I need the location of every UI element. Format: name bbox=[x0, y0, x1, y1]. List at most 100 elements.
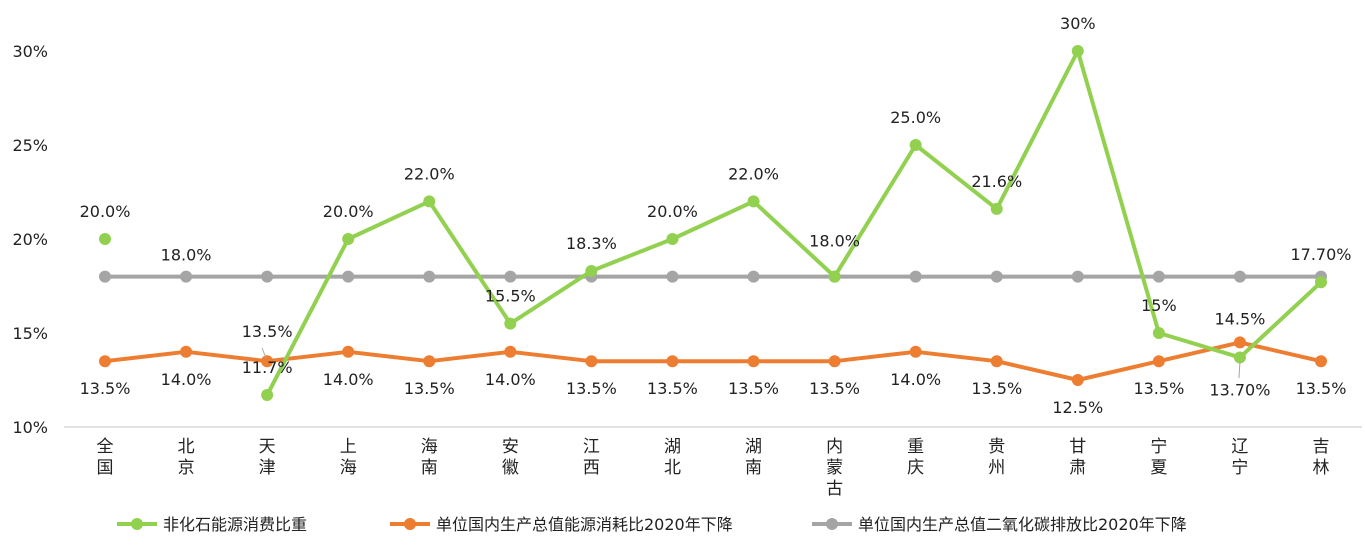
data-point bbox=[423, 270, 436, 283]
data-point bbox=[990, 202, 1003, 215]
series-line bbox=[265, 49, 1323, 396]
x-tick-label: 吉林 bbox=[1313, 437, 1330, 478]
data-label: 15.5% bbox=[485, 287, 536, 306]
x-axis: 全国 北京 天津 上海 海南 安徽 江西 湖北 湖南 内蒙古 重庆 贵州 甘肃 宁夏 辽宁 吉林 bbox=[97, 437, 1330, 499]
y-tick-label: 15% bbox=[12, 324, 48, 343]
data-point bbox=[99, 270, 111, 283]
data-label: 13.70% bbox=[1209, 380, 1270, 399]
legend-marker bbox=[404, 518, 416, 530]
data-label: 30% bbox=[1060, 14, 1096, 33]
legend-label: 单位国内生产总值能源消耗比2020年下降 bbox=[436, 515, 733, 534]
legend-label: 单位国内生产总值二氧化碳排放比2020年下降 bbox=[858, 515, 1187, 534]
data-point bbox=[261, 270, 274, 283]
x-tick-label: 贵州 bbox=[988, 437, 1005, 478]
data-point bbox=[828, 270, 841, 283]
data-label: 21.6% bbox=[971, 172, 1022, 191]
data-point bbox=[99, 233, 111, 245]
data-label: 18.0% bbox=[161, 246, 212, 265]
data-point bbox=[666, 355, 679, 368]
data-point bbox=[1233, 336, 1246, 349]
data-point bbox=[747, 270, 760, 283]
x-tick-label: 湖南 bbox=[745, 437, 762, 478]
data-label: 20.0% bbox=[323, 202, 374, 221]
data-point bbox=[1071, 270, 1084, 283]
data-point bbox=[1152, 270, 1165, 283]
data-label: 22.0% bbox=[728, 164, 779, 183]
x-tick-label: 天津 bbox=[259, 437, 276, 478]
x-tick-label: 全国 bbox=[97, 437, 114, 478]
x-tick-label: 宁夏 bbox=[1150, 437, 1167, 478]
legend-marker bbox=[826, 518, 838, 530]
data-label: 20.0% bbox=[647, 202, 698, 221]
data-label: 13.5% bbox=[728, 379, 779, 398]
data-label: 13.5% bbox=[404, 379, 455, 398]
series-lines bbox=[99, 45, 1327, 402]
legend: 非化石能源消费比重 单位国内生产总值能源消耗比2020年下降 单位国内生产总值二氧化… bbox=[117, 515, 1187, 534]
y-tick-label: 25% bbox=[12, 136, 48, 155]
data-point bbox=[261, 389, 274, 402]
data-point bbox=[990, 270, 1003, 283]
data-point bbox=[180, 345, 193, 358]
data-point bbox=[1315, 355, 1327, 368]
y-tick-label: 30% bbox=[12, 42, 48, 61]
data-point bbox=[342, 233, 355, 245]
data-label: 13.5% bbox=[242, 322, 293, 341]
data-label: 12.5% bbox=[1052, 398, 1103, 417]
data-label: 14.0% bbox=[161, 370, 212, 389]
data-point bbox=[828, 355, 841, 368]
legend-label: 非化石能源消费比重 bbox=[163, 515, 307, 534]
data-point bbox=[504, 317, 517, 330]
y-axis: 10% 15% 20% 25% 30% bbox=[12, 42, 48, 437]
data-labels: 20.0% 11.7% 20.0% 22.0% 15.5% 18.3% 20.0% 22.0%… bbox=[80, 14, 1352, 417]
data-point bbox=[423, 355, 436, 368]
data-point bbox=[1233, 270, 1246, 283]
leader-line bbox=[1238, 361, 1241, 379]
data-point bbox=[909, 139, 922, 151]
data-label: 13.5% bbox=[1296, 379, 1347, 398]
data-label: 13.5% bbox=[80, 379, 131, 398]
data-point bbox=[666, 270, 679, 283]
data-label: 20.0% bbox=[80, 202, 131, 221]
data-point bbox=[585, 355, 598, 368]
data-label: 14.0% bbox=[323, 370, 374, 389]
data-label: 14.5% bbox=[1215, 309, 1266, 328]
data-point bbox=[504, 270, 517, 283]
data-label: 14.0% bbox=[890, 370, 941, 389]
x-tick-label: 甘肃 bbox=[1069, 437, 1086, 478]
x-tick-label: 江西 bbox=[583, 437, 600, 478]
data-point bbox=[1071, 45, 1084, 57]
data-point bbox=[1152, 355, 1165, 368]
data-label: 22.0% bbox=[404, 164, 455, 183]
data-point bbox=[990, 355, 1003, 368]
data-point bbox=[504, 345, 517, 358]
x-tick-label: 海南 bbox=[421, 437, 438, 478]
x-tick-label: 上海 bbox=[340, 437, 357, 478]
x-tick-label: 重庆 bbox=[907, 437, 924, 478]
data-label: 14.0% bbox=[485, 370, 536, 389]
data-point bbox=[180, 270, 193, 283]
data-point bbox=[99, 355, 111, 368]
x-tick-label: 安徽 bbox=[502, 437, 519, 478]
data-point bbox=[423, 195, 436, 208]
legend-marker bbox=[131, 518, 143, 530]
data-label: 13.5% bbox=[809, 379, 860, 398]
data-point bbox=[261, 355, 274, 368]
y-tick-label: 10% bbox=[12, 418, 48, 437]
data-label: 18.0% bbox=[809, 232, 860, 251]
leader-line bbox=[261, 347, 267, 359]
data-point bbox=[747, 355, 760, 368]
data-point bbox=[342, 270, 355, 283]
data-point bbox=[1315, 276, 1327, 289]
data-label: 13.5% bbox=[647, 379, 698, 398]
data-point bbox=[747, 195, 760, 208]
data-point bbox=[1233, 351, 1246, 364]
data-point bbox=[909, 345, 922, 358]
data-label: 18.3% bbox=[566, 234, 617, 253]
data-point bbox=[909, 270, 922, 283]
data-point bbox=[342, 345, 355, 358]
data-point bbox=[585, 264, 598, 277]
data-point bbox=[1152, 327, 1165, 339]
data-label: 15% bbox=[1141, 296, 1177, 315]
data-label: 25.0% bbox=[890, 108, 941, 127]
